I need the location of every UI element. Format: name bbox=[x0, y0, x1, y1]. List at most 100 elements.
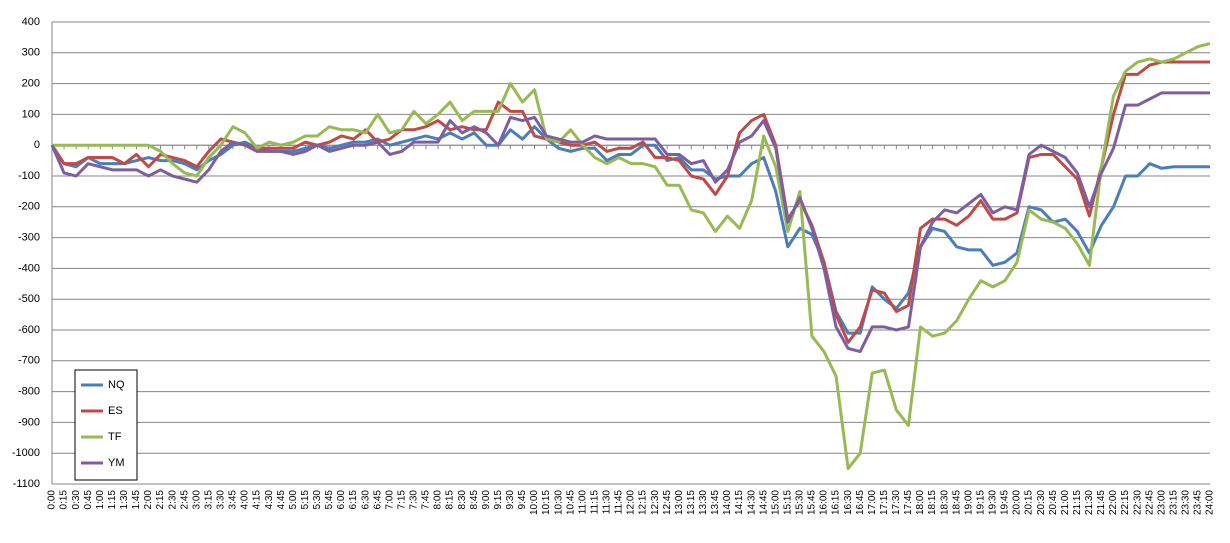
x-tick-label: 8:45 bbox=[469, 490, 480, 510]
x-tick-label: 13:00 bbox=[674, 490, 685, 515]
x-tick-label: 18:15 bbox=[927, 490, 938, 515]
x-tick-label: 21:45 bbox=[1096, 490, 1107, 515]
x-tick-label: 7:30 bbox=[409, 490, 420, 510]
x-tick-label: 14:30 bbox=[746, 490, 757, 515]
x-tick-label: 7:15 bbox=[396, 490, 407, 510]
x-tick-label: 13:15 bbox=[686, 490, 697, 515]
y-tick-label: 200 bbox=[22, 78, 40, 90]
x-tick-label: 5:15 bbox=[300, 490, 311, 510]
series-line bbox=[50, 60, 1210, 344]
x-tick-label: 17:00 bbox=[867, 490, 878, 515]
y-tick-label: -900 bbox=[18, 416, 40, 428]
x-tick-label: 3:00 bbox=[191, 490, 202, 510]
x-tick-label: 1:30 bbox=[119, 490, 130, 510]
x-tick-label: 10:00 bbox=[529, 490, 540, 515]
x-tick-label: 7:45 bbox=[421, 490, 432, 510]
x-tick-label: 8:15 bbox=[445, 490, 456, 510]
x-tick-label: 15:30 bbox=[795, 490, 806, 515]
x-tick-label: 17:30 bbox=[891, 490, 902, 515]
y-tick-label: -400 bbox=[18, 262, 40, 274]
x-tick-label: 0:15 bbox=[59, 490, 70, 510]
x-tick-label: 2:30 bbox=[167, 490, 178, 510]
x-tick-label: 15:45 bbox=[807, 490, 818, 515]
x-tick-label: 23:45 bbox=[1193, 490, 1204, 515]
y-tick-label: -700 bbox=[18, 355, 40, 367]
x-tick-label: 12:45 bbox=[662, 490, 673, 515]
x-tick-label: 16:45 bbox=[855, 490, 866, 515]
x-tick-label: 1:45 bbox=[131, 490, 142, 510]
x-tick-label: 24:00 bbox=[1205, 490, 1216, 515]
x-tick-label: 11:45 bbox=[614, 490, 625, 515]
x-tick-label: 11:30 bbox=[602, 490, 613, 515]
x-tick-label: 5:45 bbox=[324, 490, 335, 510]
x-tick-label: 10:45 bbox=[565, 490, 576, 515]
y-tick-label: 300 bbox=[22, 47, 40, 59]
x-tick-label: 23:30 bbox=[1181, 490, 1192, 515]
x-tick-label: 6:45 bbox=[372, 490, 383, 510]
y-tick-label: -200 bbox=[18, 201, 40, 213]
x-tick-label: 3:15 bbox=[203, 490, 214, 510]
x-tick-label: 6:15 bbox=[348, 490, 359, 510]
x-tick-label: 5:30 bbox=[312, 490, 323, 510]
y-tick-label: 100 bbox=[22, 108, 40, 120]
legend-label: TF bbox=[108, 431, 122, 443]
x-tick-label: 21:30 bbox=[1084, 490, 1095, 515]
x-tick-label: 18:45 bbox=[951, 490, 962, 515]
x-tick-label: 16:00 bbox=[819, 490, 830, 515]
x-tick-label: 12:00 bbox=[626, 490, 637, 515]
x-tick-label: 18:30 bbox=[939, 490, 950, 515]
x-tick-label: 20:30 bbox=[1036, 490, 1047, 515]
x-tick-label: 16:30 bbox=[843, 490, 854, 515]
x-tick-label: 20:00 bbox=[1012, 490, 1023, 515]
x-tick-label: 22:30 bbox=[1132, 490, 1143, 515]
x-tick-label: 19:30 bbox=[988, 490, 999, 515]
legend-label: YM bbox=[108, 457, 125, 469]
x-tick-label: 9:45 bbox=[517, 490, 528, 510]
y-tick-label: -1100 bbox=[13, 478, 40, 490]
x-tick-label: 17:45 bbox=[903, 490, 914, 515]
x-tick-label: 6:30 bbox=[360, 490, 371, 510]
x-tick-label: 4:45 bbox=[276, 490, 287, 510]
y-tick-label: -1000 bbox=[12, 447, 40, 459]
series-line bbox=[52, 42, 1211, 471]
y-tick-label: -500 bbox=[18, 293, 40, 305]
x-tick-label: 9:00 bbox=[481, 490, 492, 510]
y-tick-label: 0 bbox=[34, 139, 40, 151]
y-tick-label: -100 bbox=[18, 170, 40, 182]
x-tick-label: 22:15 bbox=[1120, 490, 1131, 515]
x-tick-label: 14:45 bbox=[758, 490, 769, 515]
x-tick-label: 18:00 bbox=[915, 490, 926, 515]
x-tick-label: 16:15 bbox=[831, 490, 842, 515]
legend-label: ES bbox=[108, 405, 123, 417]
x-tick-label: 11:00 bbox=[577, 490, 588, 515]
x-tick-label: 12:30 bbox=[650, 490, 661, 515]
x-tick-label: 11:15 bbox=[589, 490, 600, 515]
x-tick-label: 2:00 bbox=[143, 490, 154, 510]
x-tick-label: 10:15 bbox=[541, 490, 552, 515]
x-tick-label: 14:00 bbox=[722, 490, 733, 515]
y-tick-label: -800 bbox=[18, 386, 40, 398]
legend-label: NQ bbox=[108, 379, 125, 391]
x-tick-label: 17:15 bbox=[879, 490, 890, 515]
y-tick-label: -300 bbox=[18, 232, 40, 244]
x-tick-label: 4:00 bbox=[240, 490, 251, 510]
x-tick-label: 1:00 bbox=[95, 490, 106, 510]
x-tick-label: 9:30 bbox=[505, 490, 516, 510]
x-tick-label: 0:45 bbox=[83, 490, 94, 510]
x-tick-label: 12:15 bbox=[638, 490, 649, 515]
x-tick-label: 10:30 bbox=[553, 490, 564, 515]
y-tick-label: 400 bbox=[22, 16, 40, 28]
x-tick-label: 21:00 bbox=[1060, 490, 1071, 515]
x-tick-label: 19:45 bbox=[1000, 490, 1011, 515]
x-tick-label: 23:00 bbox=[1156, 490, 1167, 515]
series-line bbox=[50, 125, 1210, 335]
x-tick-label: 6:00 bbox=[336, 490, 347, 510]
x-tick-label: 21:15 bbox=[1072, 490, 1083, 515]
x-tick-label: 8:00 bbox=[433, 490, 444, 510]
x-tick-label: 22:00 bbox=[1108, 490, 1119, 515]
x-tick-label: 2:45 bbox=[179, 490, 190, 510]
x-tick-label: 5:00 bbox=[288, 490, 299, 510]
x-tick-label: 23:15 bbox=[1168, 490, 1179, 515]
x-tick-label: 19:15 bbox=[975, 490, 986, 515]
